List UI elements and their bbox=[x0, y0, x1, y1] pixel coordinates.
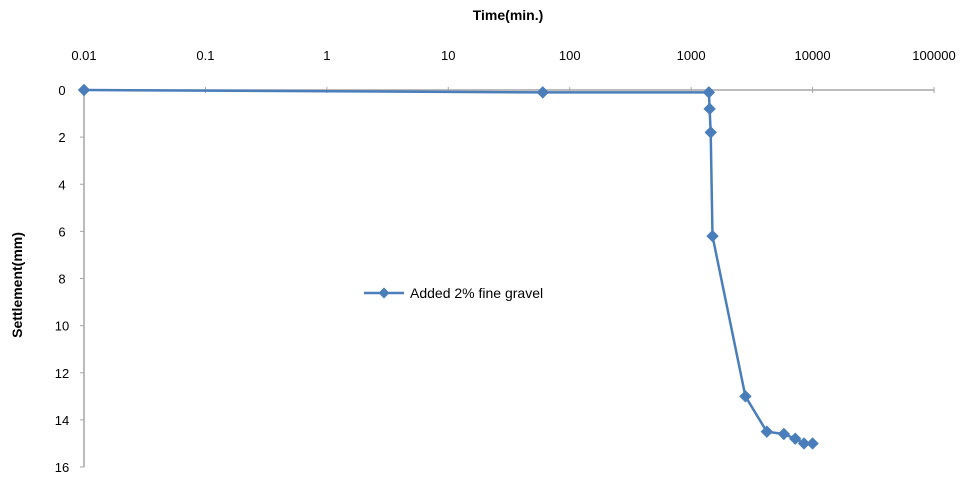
data-point bbox=[703, 102, 716, 116]
x-tick-label: 1000 bbox=[677, 48, 706, 63]
legend-label: Added 2% fine gravel bbox=[410, 285, 543, 301]
axes bbox=[80, 87, 935, 468]
legend: Added 2% fine gravel bbox=[364, 285, 543, 301]
data-point bbox=[706, 229, 719, 243]
data-point bbox=[760, 425, 774, 438]
series-line bbox=[83, 88, 813, 445]
data-point bbox=[789, 432, 802, 445]
data-point bbox=[777, 427, 791, 441]
y-tick-label: 4 bbox=[58, 177, 65, 192]
x-tick-label: 1 bbox=[323, 48, 330, 63]
x-tick-label: 100 bbox=[559, 48, 581, 63]
data-point bbox=[806, 437, 819, 450]
y-tick-labels: 0 2 4 6 8 10 12 14 16 bbox=[55, 83, 69, 475]
y-axis-title: Settlement(mm) bbox=[9, 232, 25, 338]
y-tick-label: 2 bbox=[58, 130, 65, 145]
x-tick-label: 0.01 bbox=[71, 48, 96, 63]
data-point bbox=[739, 390, 752, 403]
y-tick-label: 0 bbox=[58, 83, 65, 98]
y-tick-label: 16 bbox=[55, 460, 69, 475]
data-point bbox=[702, 86, 716, 99]
data-point bbox=[77, 83, 91, 97]
data-point bbox=[704, 126, 717, 139]
x-tick-label: 10 bbox=[441, 48, 455, 63]
y-tick-label: 6 bbox=[58, 224, 65, 239]
x-axis-title: Time(min.) bbox=[473, 7, 544, 23]
y-tick-label: 8 bbox=[58, 272, 65, 287]
y-tick-label: 12 bbox=[55, 366, 69, 381]
x-tick-label: 0.1 bbox=[196, 48, 214, 63]
legend-marker bbox=[378, 287, 390, 299]
plot-area bbox=[77, 83, 819, 450]
data-point bbox=[797, 437, 811, 450]
y-tick-label: 10 bbox=[55, 319, 69, 334]
x-tick-label: 10000 bbox=[794, 48, 830, 63]
x-tick-label: 100000 bbox=[912, 48, 955, 63]
x-tick-labels: 0.01 0.1 1 10 100 1000 10000 100000 bbox=[71, 48, 955, 63]
data-point bbox=[536, 86, 549, 99]
y-tick-label: 14 bbox=[55, 413, 69, 428]
